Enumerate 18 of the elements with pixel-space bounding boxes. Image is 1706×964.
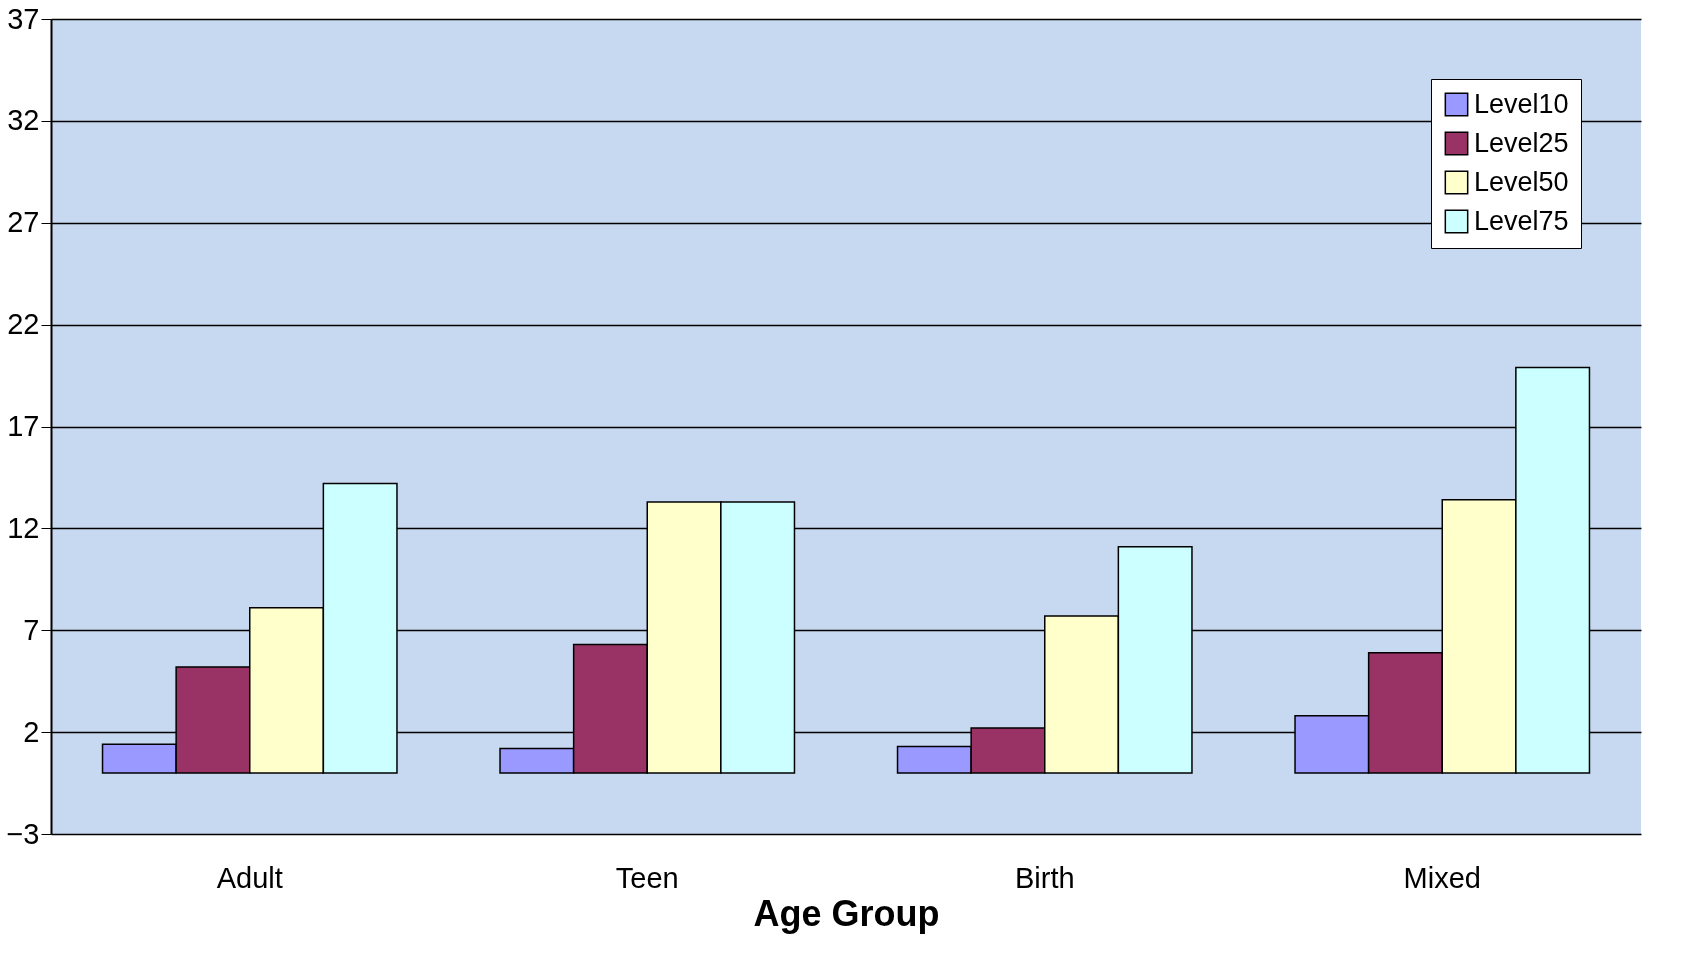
y-tick-label: 27	[7, 206, 40, 239]
x-axis-title: Age Group	[753, 892, 940, 934]
x-tick-label: Teen	[615, 861, 679, 894]
y-tick-label: 7	[23, 613, 40, 646]
legend-label: Level50	[1474, 166, 1569, 197]
legend-label: Level10	[1474, 88, 1569, 119]
y-tick-label: 32	[7, 104, 40, 137]
legend-label: Level75	[1474, 205, 1569, 236]
x-tick-label: Birth	[1014, 861, 1075, 894]
y-tick-label: 37	[7, 2, 40, 35]
y-tick-label: 12	[7, 511, 40, 544]
y-tick-label: −3	[6, 817, 40, 850]
y-tick-label: 17	[7, 410, 40, 442]
x-tick-label: Mixed	[1403, 861, 1481, 894]
x-tick-label: Adult	[216, 861, 283, 894]
legend-label: Level25	[1474, 127, 1569, 158]
y-tick-label: 22	[7, 308, 40, 341]
y-tick-label: 2	[23, 715, 40, 748]
